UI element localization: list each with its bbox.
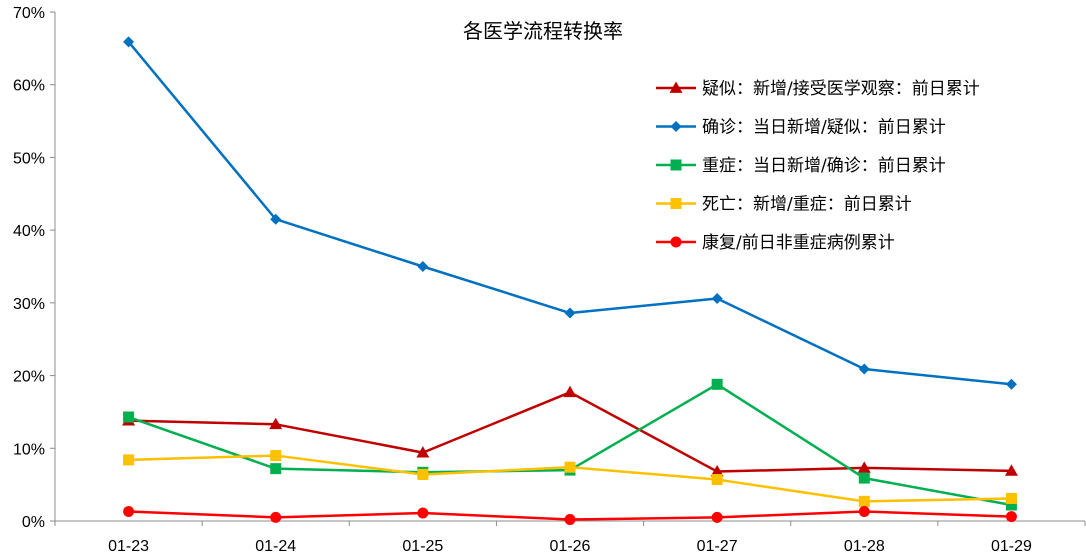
series-3 xyxy=(123,378,1017,511)
x-tick-label: 01-27 xyxy=(697,538,738,555)
data-point xyxy=(270,450,282,462)
y-tick-label: 60% xyxy=(13,78,45,95)
legend-item: 疑似：新增/接受医学观察：前日累计 xyxy=(656,79,980,99)
series-2 xyxy=(123,36,1017,390)
data-point xyxy=(1005,499,1017,511)
data-point xyxy=(123,411,135,423)
series-line xyxy=(128,383,1012,507)
series-layer xyxy=(122,36,1018,526)
y-tick-label: 30% xyxy=(13,296,45,313)
data-point xyxy=(858,506,870,518)
data-point xyxy=(1004,464,1018,476)
data-point xyxy=(269,417,283,430)
data-point xyxy=(857,461,871,473)
data-point xyxy=(858,363,870,375)
x-tick-label: 01-24 xyxy=(255,538,296,555)
legend-label: 康复/前日非重症病例累计 xyxy=(702,233,895,253)
chart-title: 各医学流程转换率 xyxy=(463,19,623,43)
x-tick-label: 01-28 xyxy=(844,538,885,555)
legend-label: 确诊：当日新增/疑似：前日累计 xyxy=(702,118,946,138)
data-point xyxy=(711,378,723,390)
x-tick-label: 01-23 xyxy=(108,538,149,555)
series-1 xyxy=(122,385,1018,477)
legend: 疑似：新增/接受医学观察：前日累计确诊：当日新增/疑似：前日累计重症：当日新增/… xyxy=(656,79,980,253)
data-point xyxy=(858,495,870,507)
data-point xyxy=(270,511,282,523)
data-point xyxy=(270,213,282,225)
data-point xyxy=(417,507,429,519)
y-tick-label: 70% xyxy=(13,5,45,22)
data-point xyxy=(417,261,429,272)
legend-label: 重症：当日新增/确诊：前日累计 xyxy=(702,156,946,176)
data-point xyxy=(1005,511,1017,523)
legend-marker xyxy=(670,121,682,132)
legend-marker xyxy=(670,198,682,209)
data-point xyxy=(1005,378,1017,390)
data-point xyxy=(564,307,576,319)
series-5 xyxy=(123,506,1017,526)
y-tick-label: 0% xyxy=(22,514,45,531)
data-point xyxy=(858,472,870,484)
data-point xyxy=(711,474,723,486)
data-point xyxy=(416,446,430,458)
legend-item: 确诊：当日新增/疑似：前日累计 xyxy=(656,118,946,138)
y-tick-label: 10% xyxy=(13,441,45,458)
data-point xyxy=(711,292,723,304)
x-tick-label: 01-26 xyxy=(550,538,591,555)
legend-marker xyxy=(670,236,682,248)
y-tick-label: 50% xyxy=(13,150,45,167)
series-line xyxy=(128,391,1012,473)
x-tick-label: 01-29 xyxy=(991,538,1032,555)
data-point xyxy=(564,514,576,526)
x-tick-label: 01-25 xyxy=(402,538,443,555)
legend-item: 康复/前日非重症病例累计 xyxy=(656,233,895,253)
legend-item: 重症：当日新增/确诊：前日累计 xyxy=(656,156,946,176)
y-tick-label: 20% xyxy=(13,369,45,386)
data-point xyxy=(711,511,723,523)
data-point xyxy=(123,506,135,518)
series-4 xyxy=(123,450,1017,507)
legend-label: 疑似：新增/接受医学观察：前日累计 xyxy=(702,79,980,99)
data-point xyxy=(564,461,576,473)
data-point xyxy=(1005,492,1017,504)
legend-marker xyxy=(669,81,683,93)
data-point xyxy=(123,36,135,48)
data-point xyxy=(710,465,724,477)
legend-item: 死亡：新增/重症：前日累计 xyxy=(656,195,912,215)
axes: 0% 10% 20% 30% 40% 50% 60% 70% 01-23 01-24 01-25 01… xyxy=(13,5,1086,555)
legend-label: 死亡：新增/重症：前日累计 xyxy=(702,195,912,215)
data-point xyxy=(123,454,135,466)
legend-marker xyxy=(670,159,682,171)
data-point xyxy=(270,463,282,475)
y-tick-label: 40% xyxy=(13,223,45,240)
data-point xyxy=(563,385,577,398)
data-point xyxy=(417,468,429,480)
